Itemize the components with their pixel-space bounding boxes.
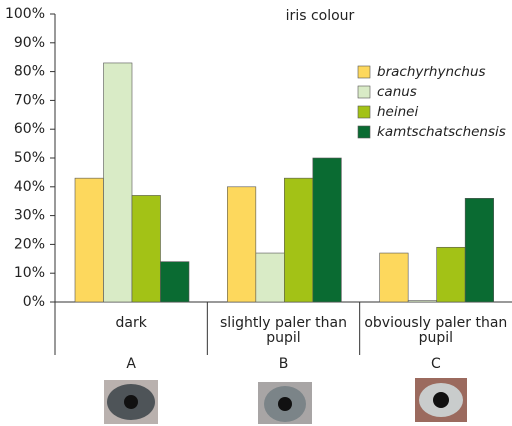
y-tick-label: 10% bbox=[14, 265, 45, 281]
legend-swatch bbox=[357, 85, 371, 99]
bar bbox=[312, 157, 342, 303]
legend-label: brachyrhynchus bbox=[377, 64, 486, 80]
bar bbox=[284, 177, 314, 303]
legend-swatch bbox=[357, 105, 371, 119]
bar bbox=[131, 195, 161, 303]
y-tick-label: 100% bbox=[5, 6, 45, 22]
legend-swatch bbox=[357, 125, 371, 139]
eye-images bbox=[104, 378, 467, 424]
y-tick-label: 80% bbox=[14, 64, 45, 80]
y-tick-label: 40% bbox=[14, 179, 45, 195]
y-tick-label: 20% bbox=[14, 236, 45, 252]
group-label: C bbox=[431, 356, 441, 372]
bar bbox=[227, 186, 257, 303]
legend-label: canus bbox=[377, 84, 417, 100]
y-tick-label: 50% bbox=[14, 150, 45, 166]
y-tick-label: 90% bbox=[14, 35, 45, 51]
group-label: A bbox=[126, 356, 136, 372]
bar bbox=[74, 177, 104, 303]
bar bbox=[160, 261, 190, 303]
chart-title: iris colour bbox=[286, 8, 355, 24]
x-tick-label: dark bbox=[115, 315, 147, 331]
bar bbox=[255, 252, 285, 303]
x-tick-label: slightly paler than pupil bbox=[220, 315, 347, 346]
y-tick-label: 30% bbox=[14, 208, 45, 224]
legend-swatch bbox=[357, 65, 371, 79]
bar bbox=[407, 300, 437, 303]
pupil bbox=[433, 392, 449, 408]
legend-label: kamtschatschensis bbox=[377, 124, 506, 140]
y-tick-label: 70% bbox=[14, 92, 45, 108]
x-tick-label: obviously paler than pupil bbox=[364, 315, 508, 346]
y-tick-label: 0% bbox=[23, 294, 45, 310]
bar bbox=[464, 198, 494, 303]
pupil bbox=[124, 395, 138, 409]
bar bbox=[436, 246, 466, 303]
bar bbox=[379, 252, 409, 303]
y-tick-label: 60% bbox=[14, 121, 45, 137]
pupil bbox=[278, 397, 292, 411]
bar bbox=[103, 62, 133, 303]
legend-label: heinei bbox=[377, 104, 418, 120]
group-label: B bbox=[279, 356, 289, 372]
